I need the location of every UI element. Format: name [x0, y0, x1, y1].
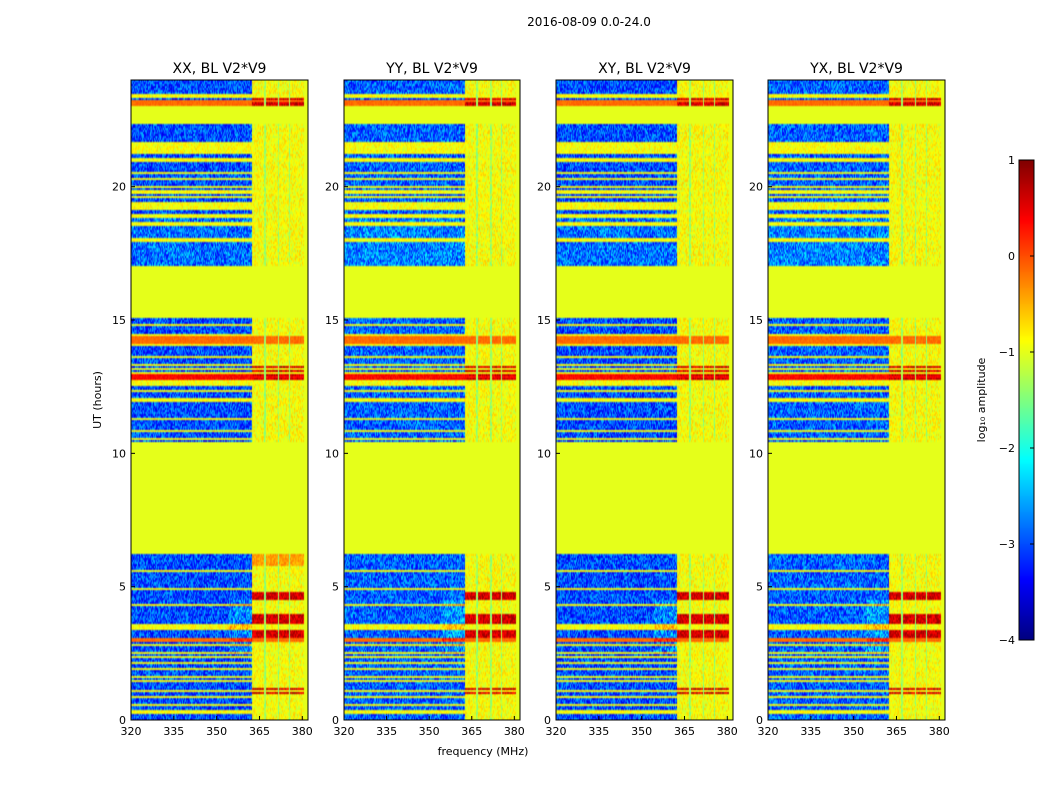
panel-title: YY, BL V2*V9: [385, 61, 478, 77]
y-tick-label: 0: [544, 714, 551, 727]
colorbar-tick-label: −2: [999, 442, 1015, 455]
x-tick-label: 335: [163, 725, 184, 738]
colorbar-ticks: −4 −3 −2 −1 0 1: [999, 154, 1034, 647]
panel-title: XX, BL V2*V9: [173, 61, 267, 77]
colorbar-tick-label: 1: [1008, 154, 1015, 167]
plot-frame: [130, 79, 309, 721]
x-tick-label: 365: [461, 725, 482, 738]
y-tick-label: 5: [332, 581, 339, 594]
heatmap-image: [131, 80, 308, 720]
colorbar: −4 −3 −2 −1 0 1: [999, 154, 1035, 647]
y-tick-label: 15: [112, 314, 126, 327]
x-tick-label: 365: [249, 725, 270, 738]
y-tick-label: 0: [756, 714, 763, 727]
y-tick-label: 20: [325, 181, 339, 194]
x-tick-label: 335: [376, 725, 397, 738]
axis-ticks: 320 335 350 365 380 0 5 10 15 20: [749, 181, 950, 738]
x-tick-label: 335: [800, 725, 821, 738]
x-tick-label: 365: [886, 725, 907, 738]
axis-ticks: 320 335 350 365 380 0 5 10 15 20: [537, 181, 738, 738]
y-tick-label: 10: [325, 447, 339, 460]
plot-frame: [555, 79, 734, 721]
y-tick-label: 0: [332, 714, 339, 727]
colorbar-tick-label: −3: [999, 538, 1015, 551]
colorbar-tick-label: −1: [999, 346, 1015, 359]
x-tick-label: 350: [631, 725, 652, 738]
plot-frame: [343, 79, 521, 721]
panel-xx: XX, BL V2*V9 320 335 350 365 380 0 5 10 15 20: [112, 61, 313, 738]
x-tick-label: 380: [504, 725, 525, 738]
colorbar-tick-label: 0: [1008, 250, 1015, 263]
y-tick-label: 10: [749, 447, 763, 460]
colorbar-frame: [1018, 159, 1035, 641]
x-tick-label: 350: [206, 725, 227, 738]
y-tick-label: 10: [112, 447, 126, 460]
y-tick-label: 20: [749, 181, 763, 194]
heatmap-image: [344, 80, 520, 720]
x-tick-label: 320: [121, 725, 142, 738]
y-tick-label: 5: [119, 581, 126, 594]
axis-ticks: 320 335 350 365 380 0 5 10 15 20: [112, 181, 313, 738]
panel-title: XY, BL V2*V9: [598, 61, 691, 77]
panel-yy: YY, BL V2*V9 320 335 350 365 380 0 5 10 15 20: [325, 61, 525, 738]
x-tick-label: 320: [334, 725, 355, 738]
plot-frame: [767, 79, 946, 721]
y-tick-label: 20: [537, 181, 551, 194]
panel-title: YX, BL V2*V9: [809, 61, 903, 77]
panel-yx: YX, BL V2*V9 320 335 350 365 380 0 5 10 15 20: [749, 61, 950, 738]
y-tick-label: 15: [325, 314, 339, 327]
y-tick-label: 10: [537, 447, 551, 460]
y-axis-label: UT (hours): [91, 371, 104, 429]
x-tick-label: 380: [292, 725, 313, 738]
axis-ticks: 320 335 350 365 380 0 5 10 15 20: [325, 181, 525, 738]
colorbar-gradient: [1019, 160, 1034, 640]
heatmap-image: [556, 80, 733, 720]
y-tick-label: 20: [112, 181, 126, 194]
x-tick-label: 350: [419, 725, 440, 738]
x-tick-label: 365: [674, 725, 695, 738]
colorbar-tick-label: −4: [999, 634, 1015, 647]
y-tick-label: 0: [119, 714, 126, 727]
y-tick-label: 5: [756, 581, 763, 594]
y-tick-label: 15: [537, 314, 551, 327]
x-tick-label: 320: [546, 725, 567, 738]
x-tick-label: 320: [758, 725, 779, 738]
figure-suptitle: 2016-08-09 0.0-24.0: [527, 15, 651, 29]
x-tick-label: 350: [843, 725, 864, 738]
colorbar-label: log₁₀ amplitude: [975, 357, 988, 442]
panel-xy: XY, BL V2*V9 320 335 350 365 380 0 5 10 15 20: [537, 61, 738, 738]
heatmap-image: [768, 80, 945, 720]
y-tick-label: 5: [544, 581, 551, 594]
x-axis-label: frequency (MHz): [438, 745, 529, 758]
x-tick-label: 380: [717, 725, 738, 738]
x-tick-label: 335: [588, 725, 609, 738]
y-tick-label: 15: [749, 314, 763, 327]
x-tick-label: 380: [929, 725, 950, 738]
